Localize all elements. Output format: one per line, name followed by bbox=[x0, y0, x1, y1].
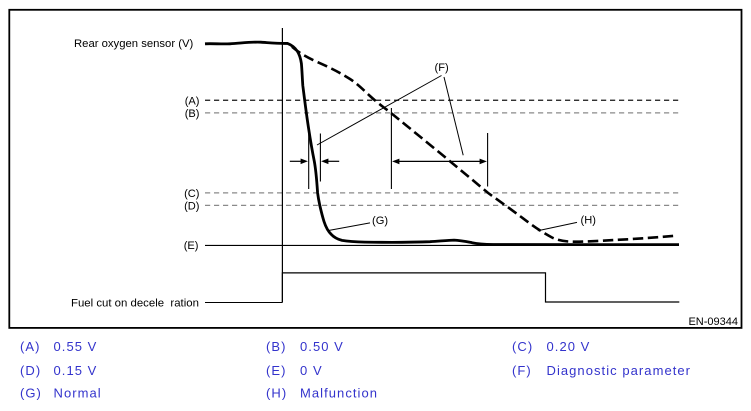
svg-text:0.50 V: 0.50 V bbox=[300, 339, 344, 354]
svg-text:EN-09344: EN-09344 bbox=[688, 316, 738, 328]
svg-text:Malfunction: Malfunction bbox=[300, 385, 378, 400]
svg-text:(D): (D) bbox=[184, 200, 199, 212]
svg-text:(A): (A) bbox=[20, 339, 40, 354]
svg-text:(F): (F) bbox=[435, 62, 449, 74]
svg-text:(E): (E) bbox=[266, 363, 286, 378]
svg-text:0 V: 0 V bbox=[300, 363, 323, 378]
svg-text:(B): (B) bbox=[185, 108, 200, 120]
svg-text:(G): (G) bbox=[372, 215, 388, 227]
svg-text:(A): (A) bbox=[185, 95, 200, 107]
svg-text:(G): (G) bbox=[20, 385, 42, 400]
svg-text:Diagnostic parameter: Diagnostic parameter bbox=[547, 363, 692, 378]
svg-text:Normal: Normal bbox=[54, 385, 102, 400]
svg-text:(E): (E) bbox=[184, 240, 199, 252]
svg-text:0.55 V: 0.55 V bbox=[54, 339, 98, 354]
svg-text:(F): (F) bbox=[512, 363, 532, 378]
svg-text:(H): (H) bbox=[581, 215, 596, 227]
svg-text:(D): (D) bbox=[20, 363, 41, 378]
svg-text:Fuel cut on decele ration: Fuel cut on decele ration bbox=[71, 298, 199, 310]
svg-text:(C): (C) bbox=[512, 339, 533, 354]
svg-text:Rear oxygen sensor (V): Rear oxygen sensor (V) bbox=[74, 38, 194, 50]
svg-text:(C): (C) bbox=[184, 188, 199, 200]
svg-text:(H): (H) bbox=[266, 385, 287, 400]
svg-text:0.20 V: 0.20 V bbox=[547, 339, 591, 354]
svg-text:(B): (B) bbox=[266, 339, 286, 354]
svg-text:0.15 V: 0.15 V bbox=[54, 363, 98, 378]
